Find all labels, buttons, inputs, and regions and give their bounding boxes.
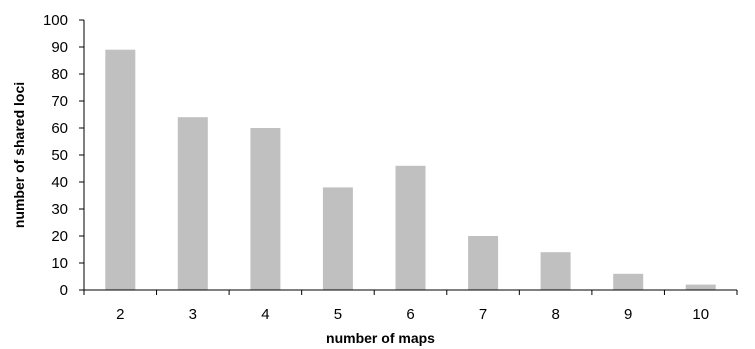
bar-3 [177, 117, 208, 290]
y-tick-label: 10 [51, 255, 68, 272]
y-tick-label: 50 [51, 147, 68, 164]
x-tick-label: 5 [334, 306, 342, 323]
y-tick-label: 20 [51, 228, 68, 245]
y-tick-label: 30 [51, 201, 68, 218]
x-tick-label: 10 [692, 306, 709, 323]
x-tick-label: 9 [624, 306, 632, 323]
y-tick-label: 0 [60, 282, 68, 299]
y-tick-label: 80 [51, 66, 68, 83]
bar-5 [322, 187, 353, 290]
bar-9 [613, 273, 644, 290]
bar-10 [685, 284, 716, 290]
bar-6 [395, 165, 426, 290]
y-tick-label: 60 [51, 120, 68, 137]
bar-8 [540, 252, 571, 290]
y-tick-label: 90 [51, 39, 68, 56]
bar-2 [105, 49, 136, 291]
x-tick-label: 8 [551, 306, 559, 323]
y-axis-title: number of shared loci [11, 82, 27, 228]
bar-7 [468, 236, 499, 290]
y-tick-label: 40 [51, 174, 68, 191]
bar-4 [250, 128, 281, 290]
x-tick-label: 3 [189, 306, 197, 323]
y-tick-label: 70 [51, 93, 68, 110]
y-ticks: 0 10 20 30 40 50 60 70 80 90 100 [43, 12, 84, 299]
x-tick-label: 7 [479, 306, 487, 323]
x-tick-label: 2 [116, 306, 124, 323]
x-tick-label: 6 [406, 306, 414, 323]
x-axis-title: number of maps [326, 330, 435, 346]
bars-layer [105, 49, 716, 291]
y-tick-label: 100 [43, 12, 68, 29]
x-ticks: 2 3 4 5 6 7 8 9 10 [83, 290, 738, 323]
x-tick-label: 4 [261, 306, 269, 323]
